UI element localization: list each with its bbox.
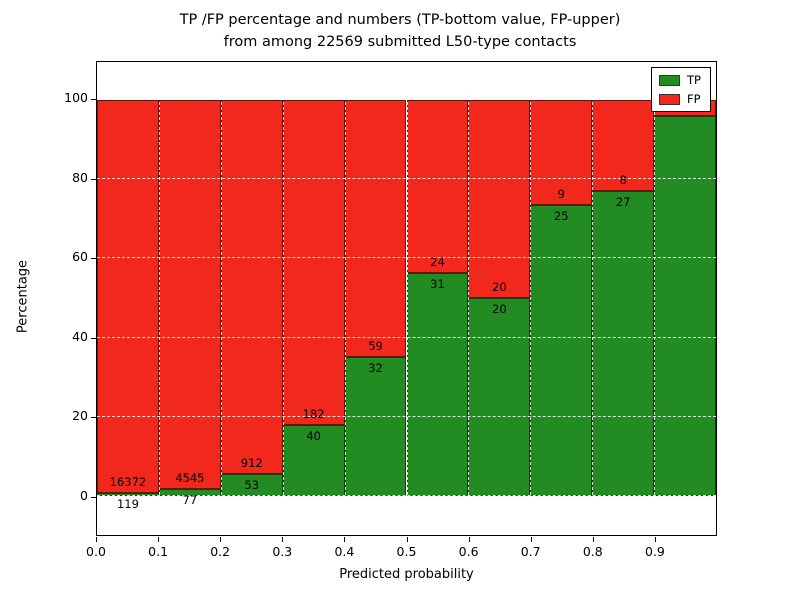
tp-count-label: 32	[368, 360, 383, 375]
x-tick-mark	[530, 537, 532, 542]
gridline-vertical	[592, 62, 594, 535]
tp-count-label: 119	[116, 497, 139, 512]
bar-bin-0.8-0.9	[592, 100, 655, 496]
fp-count-label: 9	[557, 186, 565, 201]
legend-label: TP	[687, 73, 701, 87]
x-tick-mark	[592, 537, 594, 542]
bar-bin-0.9-1.0	[654, 100, 716, 496]
x-tick-label: 0.0	[86, 544, 106, 559]
x-tick-mark	[468, 537, 470, 542]
legend-label: FP	[687, 92, 701, 106]
gridline-vertical	[220, 62, 222, 535]
fp-bar-segment	[468, 100, 531, 298]
plot-area: 16372 119 4545 77 912 53 182 40 59 32 24 31 20 20 9 25 8…	[96, 61, 717, 536]
fp-bar-segment	[530, 100, 593, 205]
legend-entry-tp: TP	[659, 73, 701, 87]
x-tick-mark	[96, 537, 97, 542]
legend-swatch-tp	[659, 74, 681, 86]
chart-title-line1: TP /FP percentage and numbers (TP-bottom…	[179, 12, 621, 28]
tp-count-label: 25	[553, 208, 569, 223]
y-tick-label: 20	[72, 408, 88, 424]
x-tick-mark	[406, 537, 408, 542]
tp-bar-segment	[592, 190, 655, 496]
x-tick-mark	[158, 537, 160, 542]
y-tick-label: 80	[72, 169, 88, 185]
fp-bar-segment	[158, 100, 221, 490]
tp-bar-segment	[654, 115, 716, 496]
x-tick-mark	[344, 537, 346, 542]
y-tick-mark	[91, 417, 96, 419]
tp-bar-segment	[406, 272, 469, 496]
x-tick-mark	[282, 537, 284, 542]
tp-bar-segment	[530, 204, 593, 496]
x-tick-label: 0.6	[458, 544, 479, 559]
tp-bar-segment	[344, 356, 407, 496]
fp-bar-segment	[97, 100, 159, 494]
y-tick-mark	[91, 258, 96, 260]
fp-bar-segment	[220, 100, 283, 475]
tp-count-label: 53	[244, 478, 260, 493]
y-tick-mark	[91, 99, 96, 100]
gridline-vertical	[158, 62, 160, 535]
x-tick-mark	[220, 537, 222, 542]
fp-count-label: 182	[302, 406, 325, 421]
fp-count-label: 8	[619, 172, 627, 187]
x-tick-label: 0.3	[272, 544, 293, 559]
fp-count-label: 16372	[109, 475, 147, 490]
y-tick-label: 40	[72, 328, 88, 344]
gridline-vertical	[530, 62, 532, 535]
y-axis-label: Percentage	[15, 259, 31, 334]
gridline-vertical	[468, 62, 470, 535]
fp-count-label: 912	[240, 456, 263, 471]
y-tick-label: 0	[80, 488, 88, 503]
tp-count-label: 20	[492, 302, 507, 316]
fp-bar-segment	[406, 100, 469, 273]
bar-bin-0.0-0.1	[97, 100, 159, 496]
gridline-vertical	[344, 62, 346, 535]
fp-count-label: 20	[492, 280, 507, 294]
gridline-vertical	[282, 62, 284, 535]
fp-count-label: 4545	[175, 471, 205, 486]
chart-title-line2: from among 22569 submitted L50-type cont…	[223, 34, 577, 51]
x-axis-label: Predicted probability	[339, 567, 474, 582]
y-tick-label: 60	[72, 249, 88, 265]
y-tick-mark	[91, 337, 96, 339]
tp-count-label: 27	[615, 194, 631, 209]
y-tick-mark	[91, 497, 96, 498]
y-tick-mark	[91, 178, 96, 180]
chart-title: TP /FP percentage and numbers (TP-bottom…	[0, 9, 800, 54]
x-tick-label: 0.5	[396, 544, 417, 559]
bar-bin-0.1-0.2	[158, 100, 221, 496]
tp-count-label: 77	[182, 493, 198, 508]
tp-bar-segment	[468, 298, 531, 496]
x-tick-mark	[654, 537, 656, 542]
x-tick-label: 0.2	[210, 544, 231, 559]
bar-bin-0.5-0.6	[406, 100, 469, 496]
tp-count-label: 40	[306, 428, 321, 443]
gridline-vertical	[406, 62, 408, 535]
y-tick-label: 100	[64, 90, 88, 105]
fp-count-label: 59	[368, 338, 383, 353]
fp-count-label: 24	[430, 254, 445, 269]
x-tick-label: 0.4	[334, 544, 355, 559]
x-tick-label: 0.9	[644, 544, 665, 559]
gridline-vertical	[654, 62, 656, 535]
bar-bin-0.2-0.3	[220, 100, 283, 496]
bar-bin-0.7-0.8	[530, 100, 593, 496]
tp-count-label: 31	[430, 276, 445, 291]
legend-swatch-fp	[659, 93, 681, 105]
x-tick-label: 0.8	[582, 544, 603, 559]
legend-entry-fp: FP	[659, 92, 701, 106]
legend: TP FP	[651, 67, 711, 112]
x-tick-label: 0.7	[520, 544, 541, 559]
bar-bin-0.4-0.5	[344, 100, 407, 496]
fp-bar-segment	[344, 100, 407, 357]
fp-bar-segment	[282, 100, 345, 425]
x-tick-label: 0.1	[148, 544, 169, 559]
bar-bin-0.6-0.7	[468, 100, 531, 496]
